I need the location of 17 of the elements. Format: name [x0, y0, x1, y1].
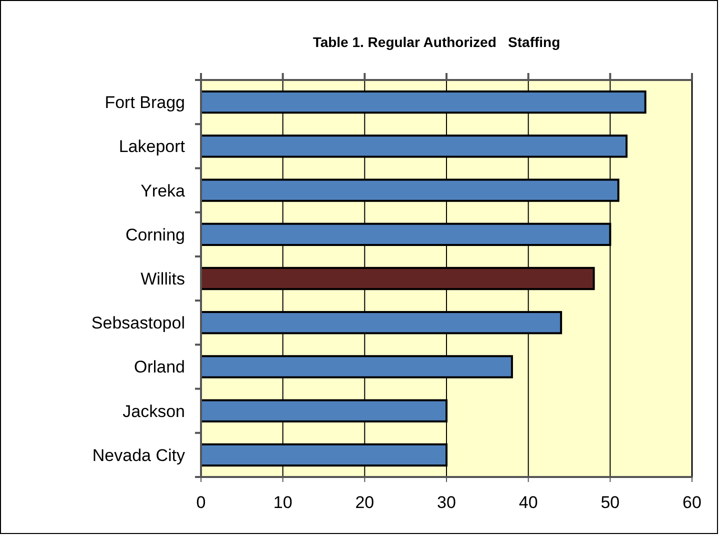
x-tick-label: 0 — [196, 493, 206, 512]
y-tick-label: Fort Bragg — [104, 93, 185, 112]
y-tick-label: Nevada City — [92, 446, 186, 465]
x-tick-label: 30 — [437, 493, 456, 512]
y-tick-label: Jackson — [122, 402, 185, 421]
y-tick-label: Lakeport — [118, 137, 186, 156]
x-tick-label: 10 — [273, 493, 292, 512]
x-tick-label: 40 — [518, 493, 538, 512]
y-tick-label: Sebsastopol — [91, 314, 185, 333]
x-tick-label: 20 — [355, 493, 374, 512]
y-tick-label: Yreka — [140, 181, 186, 200]
y-tick-label: Orland — [134, 358, 185, 377]
chart-title: Table 1. Regular Authorized Staffing — [312, 34, 560, 50]
x-tick-label: 50 — [600, 493, 620, 512]
y-tick-label: Willits — [140, 270, 185, 288]
x-tick-label: 60 — [682, 493, 702, 512]
y-tick-label: Corning — [125, 225, 185, 244]
